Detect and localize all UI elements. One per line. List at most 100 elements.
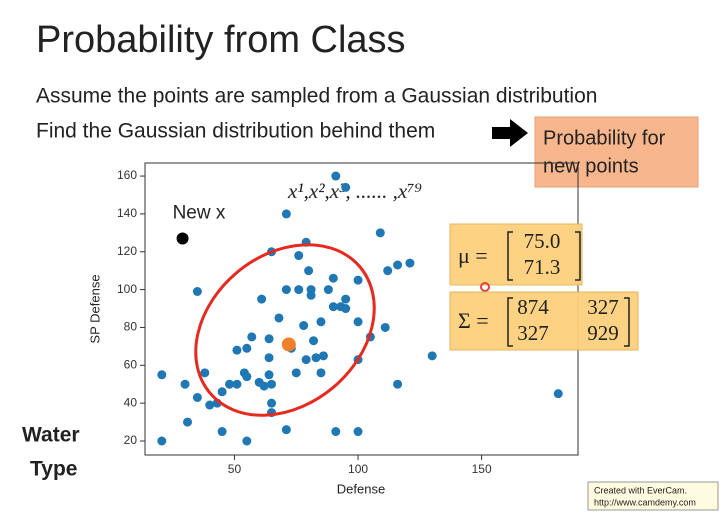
data-point — [311, 353, 321, 363]
data-point — [553, 389, 563, 399]
data-point — [353, 427, 363, 437]
data-point — [247, 332, 257, 342]
new-point-label: New x — [173, 203, 226, 224]
bracket — [507, 231, 581, 281]
footer-text: Created with EverCam. — [594, 485, 687, 495]
data-point — [328, 273, 338, 283]
data-point — [353, 317, 363, 327]
data-point — [294, 251, 304, 261]
callout-text: new points — [543, 155, 639, 177]
data-point — [316, 317, 326, 327]
data-point — [242, 343, 252, 353]
sigma-value: 327 — [587, 295, 619, 319]
data-point — [157, 370, 167, 380]
data-point — [318, 351, 328, 361]
data-point — [264, 370, 274, 380]
data-point — [375, 228, 385, 238]
data-point — [242, 436, 252, 446]
data-point — [309, 336, 319, 346]
side-label: Water — [22, 424, 80, 447]
sigma-value: 874 — [517, 295, 549, 319]
data-point — [393, 379, 403, 389]
data-point — [294, 285, 304, 295]
data-point — [217, 427, 227, 437]
data-point — [291, 368, 301, 378]
data-point — [383, 266, 393, 276]
data-point — [259, 381, 269, 391]
sigma-value: 929 — [587, 321, 619, 345]
data-point — [200, 368, 210, 378]
x-tick-label: 150 — [472, 462, 492, 476]
data-point — [316, 368, 326, 378]
side-label: Type — [30, 458, 77, 481]
data-point — [192, 286, 202, 296]
data-point — [225, 379, 235, 389]
data-point — [232, 345, 242, 355]
gaussian-contour — [194, 243, 376, 417]
data-point — [353, 275, 363, 285]
y-tick-label: 60 — [124, 357, 138, 371]
cursor — [480, 282, 490, 292]
data-point — [331, 427, 341, 437]
y-tick-label: 100 — [117, 282, 137, 296]
slide-title: Probability from Class — [36, 19, 406, 61]
sigma-value: 327 — [517, 321, 549, 345]
mean-point — [281, 337, 296, 352]
callout-text: Probability for — [543, 127, 666, 149]
x-tick-label: 100 — [348, 462, 368, 476]
arrow — [492, 119, 528, 147]
data-point — [205, 400, 215, 410]
data-point — [217, 387, 227, 397]
data-point — [183, 417, 193, 427]
x-axis-label: Defense — [337, 481, 385, 496]
mu-value: 75.0 — [524, 229, 561, 253]
y-axis-label: SP Defense — [87, 274, 102, 343]
mu-value: 71.3 — [524, 255, 561, 279]
data-point — [427, 351, 437, 361]
data-point — [264, 353, 274, 363]
data-point — [405, 258, 415, 268]
data-point — [393, 260, 403, 270]
callout-box — [534, 116, 699, 188]
annotation: x¹,x²,x³, ...... ,x⁷⁹ — [287, 179, 422, 203]
data-point — [274, 313, 284, 323]
data-point — [267, 379, 277, 389]
data-point — [281, 425, 291, 435]
sigma-box — [449, 291, 639, 351]
data-point — [281, 285, 291, 295]
data-point — [264, 334, 274, 344]
data-point — [304, 266, 314, 276]
slide-line: Find the Gaussian distribution behind th… — [36, 120, 435, 143]
data-point — [341, 294, 351, 304]
data-point — [341, 182, 351, 192]
sigma-symbol: Σ = — [458, 308, 489, 333]
data-point — [281, 209, 291, 219]
new-point — [176, 232, 189, 245]
data-point — [323, 285, 333, 295]
mu-symbol: μ = — [458, 243, 488, 268]
footer-box — [587, 481, 719, 511]
data-point — [341, 304, 351, 314]
bracket — [507, 297, 630, 347]
data-point — [232, 379, 242, 389]
data-point — [267, 398, 277, 408]
y-tick-label: 40 — [124, 395, 138, 409]
footer-text: http://www.camdemy.com — [594, 497, 696, 507]
data-point — [380, 322, 390, 332]
y-tick-label: 80 — [124, 320, 138, 334]
y-tick-label: 20 — [124, 433, 138, 447]
data-point — [301, 355, 311, 365]
x-tick-label: 50 — [228, 462, 242, 476]
data-point — [328, 302, 338, 312]
data-point — [192, 392, 202, 402]
y-tick-label: 160 — [117, 168, 137, 182]
y-tick-label: 140 — [117, 206, 137, 220]
data-point — [180, 379, 190, 389]
y-tick-label: 120 — [117, 244, 137, 258]
slide-line: Assume the points are sampled from a Gau… — [36, 85, 597, 108]
mu-box — [449, 223, 583, 286]
data-point — [299, 321, 309, 331]
data-point — [242, 372, 252, 382]
